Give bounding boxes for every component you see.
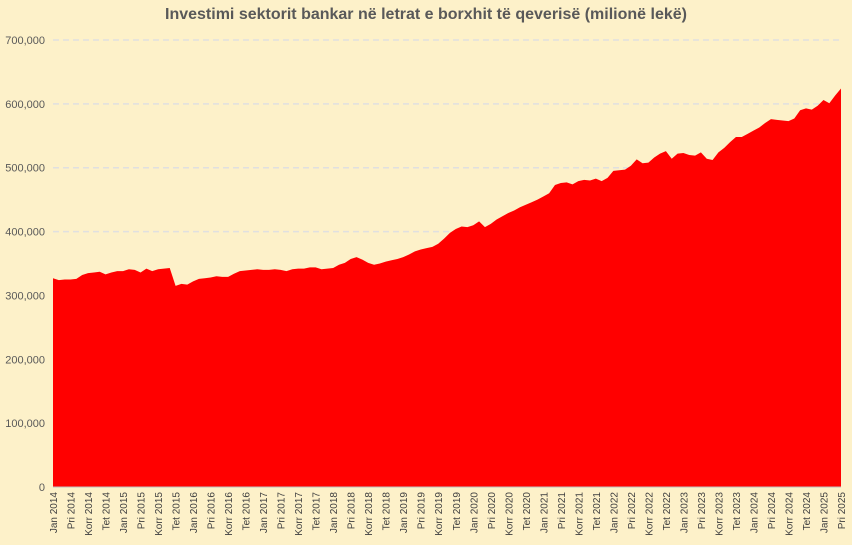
- y-tick-label: 700,000: [5, 35, 45, 47]
- y-tick-label: 600,000: [5, 99, 45, 111]
- x-tick-label: Jan 2016: [189, 492, 200, 534]
- x-tick-label: Jan 2022: [609, 492, 620, 534]
- y-tick-label: 400,000: [5, 227, 45, 239]
- x-tick-label: Pri 2021: [557, 492, 568, 530]
- x-tick-label: Korr 2018: [364, 492, 375, 536]
- x-tick-label: Tet 2022: [662, 492, 673, 531]
- x-axis: Jan 2014 Pri 2014 Korr 2014 Tet 2014 Jan 201…: [49, 486, 848, 536]
- x-tick-label: Korr 2023: [714, 492, 725, 536]
- x-tick-label: Korr 2017: [294, 492, 305, 536]
- x-tick-label: Pri 2019: [417, 492, 428, 530]
- x-tick-label: Tet 2016: [242, 492, 253, 531]
- x-tick-label: Jan 2018: [329, 492, 340, 534]
- x-tick-label: Jan 2017: [259, 492, 270, 534]
- y-tick-label: 500,000: [5, 163, 45, 175]
- x-tick-label: Pri 2015: [137, 492, 148, 530]
- x-tick-label: Jan 2014: [49, 492, 60, 534]
- y-axis: 0 100,000 200,000 300,000 400,000 500,000 600,…: [5, 35, 45, 494]
- x-tick-label: Pri 2016: [207, 492, 218, 530]
- x-tick-label: Pri 2025: [837, 492, 848, 530]
- x-tick-label: Tet 2024: [802, 492, 813, 531]
- x-tick-label: Pri 2024: [767, 492, 778, 530]
- x-tick-label: Jan 2015: [119, 492, 130, 534]
- x-tick-label: Jan 2021: [539, 492, 550, 534]
- x-tick-label: Tet 2017: [312, 492, 323, 531]
- y-tick-label: 300,000: [5, 290, 45, 302]
- x-tick-label: Jan 2023: [679, 492, 690, 534]
- x-tick-label: Tet 2015: [172, 492, 183, 531]
- x-tick-label: Korr 2021: [574, 492, 585, 536]
- x-tick-label: Tet 2018: [382, 492, 393, 531]
- x-tick-label: Pri 2014: [67, 492, 78, 530]
- x-tick-label: Korr 2020: [504, 492, 515, 536]
- area-series: [53, 88, 841, 487]
- x-tick-label: Jan 2025: [819, 492, 830, 534]
- x-tick-label: Pri 2023: [697, 492, 708, 530]
- x-tick-label: Korr 2019: [434, 492, 445, 536]
- x-tick-label: Korr 2014: [84, 492, 95, 536]
- area-series-fill: [53, 88, 841, 487]
- x-tick-label: Pri 2017: [277, 492, 288, 530]
- x-tick-label: Pri 2018: [347, 492, 358, 530]
- x-tick-label: Tet 2014: [102, 492, 113, 531]
- x-tick-label: Jan 2019: [399, 492, 410, 534]
- x-tick-label: Jan 2024: [749, 492, 760, 534]
- x-tick-label: Pri 2022: [627, 492, 638, 530]
- x-tick-label: Korr 2016: [224, 492, 235, 536]
- x-tick-label: Korr 2024: [784, 492, 795, 536]
- y-tick-label: 100,000: [5, 418, 45, 430]
- x-tick-label: Tet 2023: [732, 492, 743, 531]
- x-tick-label: Tet 2019: [452, 492, 463, 531]
- x-tick-label: Tet 2020: [522, 492, 533, 531]
- chart-title: Investimi sektorit bankar në letrat e bo…: [165, 6, 687, 23]
- x-tick-label: Korr 2015: [154, 492, 165, 536]
- x-tick-label: Jan 2020: [469, 492, 480, 534]
- y-tick-label: 200,000: [5, 354, 45, 366]
- x-tick-label: Pri 2020: [487, 492, 498, 530]
- x-tick-label: Korr 2022: [644, 492, 655, 536]
- x-tick-label: Tet 2021: [592, 492, 603, 531]
- y-tick-label: 0: [39, 482, 45, 494]
